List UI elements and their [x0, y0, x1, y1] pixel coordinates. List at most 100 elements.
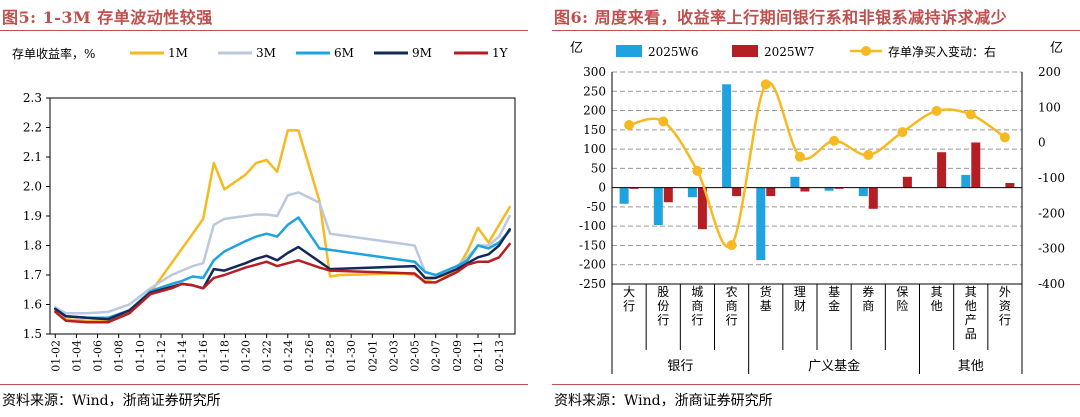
legend-marker-net-buy: [861, 46, 871, 56]
bar-2025W6-券商: [858, 187, 868, 197]
line-point-大行: [624, 120, 635, 130]
left-source-note: 资料来源：Wind，浙商证券研究所: [2, 393, 221, 409]
category-label-保险: 保险: [896, 285, 908, 313]
bar-2025W6-农商行: [722, 84, 732, 188]
bar-2025W7-其他产品: [971, 142, 981, 188]
left-y-tick-6: 0: [598, 181, 606, 195]
legend-label-2025W7: 2025W7: [764, 45, 815, 59]
group-label-银行: 银行: [667, 359, 693, 374]
right-figure-title: 图6: 周度来看，收益率上行期间银行系和非银系减持诉求减少: [554, 8, 1008, 27]
right-y-tick-1: 100: [1038, 100, 1061, 114]
x-tick-label-3: 01-08: [113, 340, 126, 372]
x-tick-label-14: 01-30: [345, 340, 358, 372]
legend-label-1Y: 1Y: [492, 46, 509, 60]
left-y-tick-9: -150: [579, 238, 606, 252]
group-label-其他: 其他: [958, 359, 984, 374]
bar-2025W7-大行: [629, 187, 639, 189]
line-point-城商行: [692, 165, 703, 176]
right-y-tick-2: 0: [1038, 136, 1046, 150]
x-tick-label-1: 01-04: [70, 340, 83, 372]
line-point-货基: [760, 79, 771, 90]
x-tick-label-4: 01-10: [134, 340, 147, 372]
line-point-保险: [897, 127, 908, 138]
bar-2025W7-理财: [800, 187, 810, 192]
line-point-其他: [931, 105, 942, 116]
left-y-tick-8: -100: [579, 219, 606, 233]
right-source-rule: [552, 384, 1080, 385]
category-label-城商行: 城商行: [691, 285, 703, 327]
left-title-rule: [0, 30, 528, 31]
category-label-外资行: 外资行: [999, 285, 1011, 327]
series-line-1Y: [54, 242, 511, 324]
right-bar-line-chart: 300 250 200 150 100 50 0 -50 -100 -150 -200 -250 200…: [570, 41, 1065, 374]
series-line-6M: [54, 216, 511, 320]
right-source-note: 资料来源：Wind，浙商证券研究所: [554, 393, 773, 409]
bar-2025W7-城商行: [697, 187, 707, 230]
line-point-外资行: [999, 132, 1010, 143]
y-tick-label-5: 2.0: [23, 180, 42, 194]
left-y-tick-1: 250: [583, 84, 606, 98]
category-label-其他: 其他: [931, 285, 943, 313]
legend-label-6M: 6M: [334, 46, 354, 60]
line-point-股份行: [658, 116, 669, 127]
bar-2025W6-城商行: [687, 187, 697, 198]
bar-2025W7-农商行: [732, 187, 742, 197]
right-axis-unit: 亿: [1050, 41, 1063, 56]
bar-2025W6-基金: [824, 187, 834, 191]
y-tick-label-4: 1.9: [23, 209, 42, 223]
plot-frame: [49, 97, 516, 335]
y-tick-label-0: 1.5: [23, 327, 42, 341]
line-point-理财: [794, 151, 805, 162]
y-tick-label-6: 2.1: [23, 150, 42, 164]
x-tick-label-15: 02-01: [366, 340, 379, 372]
right-y-tick-3: -100: [1038, 171, 1065, 185]
legend-label-net-buy: 存单净买入变动：右: [888, 44, 996, 59]
y-tick-label-1: 1.6: [23, 298, 42, 312]
x-tick-label-11: 01-24: [282, 340, 295, 372]
left-line-chart: 1.5 1.6 1.7 1.8 1.9 2.0 2.1 2.2 2.3 01-02 01-04 01-…: [12, 46, 516, 372]
x-tick-label-18: 02-07: [430, 340, 443, 372]
bar-2025W7-外资行: [1005, 183, 1015, 188]
x-tick-label-10: 01-22: [261, 340, 274, 372]
left-y-tick-2: 200: [583, 104, 606, 118]
category-label-其他产品: 其他产品: [965, 285, 977, 341]
left-y-tick-7: -50: [587, 200, 606, 214]
right-y-tick-6: -400: [1038, 277, 1065, 291]
left-y-tick-11: -250: [579, 277, 606, 291]
right-y-tick-4: -200: [1038, 206, 1065, 220]
left-axis-unit: 亿: [570, 41, 583, 56]
series-line-1M: [54, 129, 511, 322]
bar-2025W7-基金: [834, 187, 844, 189]
legend-swatch-2025W6: [616, 45, 642, 57]
left-y-tick-5: 50: [591, 161, 606, 175]
x-tick-label-5: 01-12: [155, 340, 168, 372]
y-tick-label-7: 2.2: [23, 121, 42, 135]
y-axis-title: 存单收益率，%: [12, 46, 95, 61]
x-tick-label-8: 01-18: [218, 340, 231, 372]
left-y-tick-10: -200: [579, 258, 606, 272]
left-y-tick-4: 100: [583, 142, 606, 156]
x-tick-label-16: 02-03: [387, 340, 400, 372]
category-label-股份行: 股份行: [657, 285, 669, 327]
left-y-tick-0: 300: [583, 65, 606, 79]
left-y-tick-3: 150: [583, 123, 606, 137]
legend-label-2025W6: 2025W6: [648, 45, 699, 59]
x-tick-label-6: 01-14: [176, 340, 189, 372]
left-source-rule: [0, 384, 528, 385]
x-tick-label-9: 01-20: [240, 340, 253, 372]
x-tick-label-7: 01-16: [197, 340, 210, 372]
y-tick-label-3: 1.8: [23, 239, 42, 253]
x-tick-label-13: 01-28: [324, 340, 337, 372]
bar-2025W6-其他产品: [961, 174, 971, 188]
bar-2025W7-保险: [902, 176, 912, 188]
category-label-基金: 基金: [828, 285, 840, 313]
x-tick-label-2: 01-06: [92, 340, 105, 372]
bar-2025W6-股份行: [653, 187, 663, 225]
category-label-券商: 券商: [862, 284, 874, 313]
bar-2025W6-大行: [619, 187, 629, 204]
right-title-rule: [552, 30, 1080, 31]
right-figure-panel: 图6: 周度来看，收益率上行期间银行系和非银系减持诉求减少 300 250 200 1…: [552, 0, 1080, 417]
bar-2025W7-股份行: [663, 187, 673, 203]
y-tick-label-8: 2.3: [23, 91, 42, 105]
legend-label-9M: 9M: [412, 46, 432, 60]
